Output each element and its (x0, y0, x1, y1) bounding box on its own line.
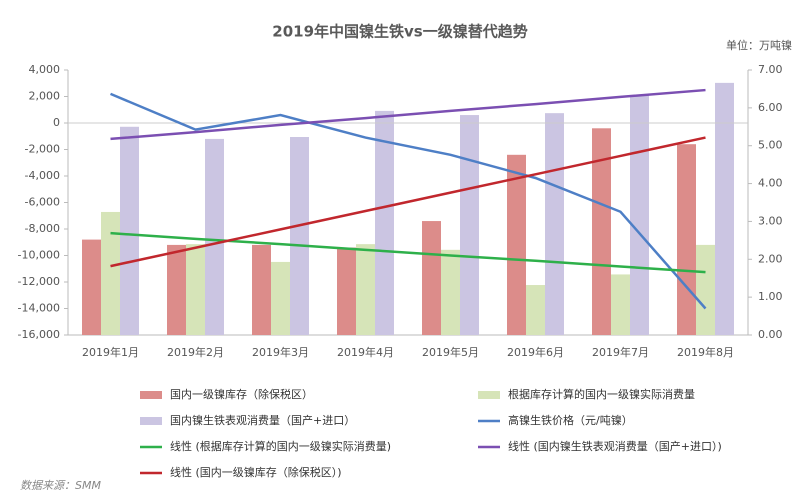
legend: 国内一级镍库存（除保税区） 根据库存计算的国内一级镍实际消费量国内镍生铁表观消费量… (140, 387, 722, 479)
line (110, 92, 707, 310)
x-tick-label: 2019年6月 (507, 345, 564, 359)
bar (545, 113, 564, 336)
y2-tick-label: 3.00 (758, 214, 783, 227)
bar (186, 244, 205, 335)
bar (526, 285, 545, 335)
y-tick-label: 2,000 (29, 90, 61, 103)
bar (101, 211, 120, 335)
x-tick-label: 2019年5月 (422, 345, 479, 359)
y-tick-label: -10,000 (18, 249, 60, 262)
y2-tick-label: 5.00 (758, 139, 783, 152)
y-tick-label: 4,000 (29, 63, 61, 76)
bar (611, 274, 630, 335)
y-tick-label: -4,000 (25, 169, 60, 182)
legend-swatch (140, 391, 162, 399)
bar (252, 244, 271, 335)
legend-label: 线性 (国内一级镍库存（除保税区）) (170, 465, 342, 479)
bar (82, 239, 101, 335)
legend-swatch (140, 417, 162, 425)
y2-tick-label: 6.00 (758, 101, 783, 114)
legend-swatch (478, 391, 500, 399)
bar (375, 110, 394, 335)
y-tick-label: 0 (53, 116, 60, 129)
bar (167, 244, 186, 335)
y-tick-label: -14,000 (18, 302, 60, 315)
y2-tick-label: 1.00 (758, 290, 783, 303)
y-tick-label: -2,000 (25, 143, 60, 156)
y2-tick-label: 0.00 (758, 328, 783, 341)
y-tick-label: -16,000 (18, 328, 60, 341)
y2-tick-label: 2.00 (758, 252, 783, 265)
x-tick-label: 2019年7月 (592, 345, 649, 359)
bar (696, 244, 715, 335)
bar (592, 128, 611, 335)
bar (715, 82, 734, 335)
chart-title: 2019年中国镍生铁vs一级镍替代趋势 (272, 23, 527, 41)
y-tick-label: -6,000 (25, 196, 60, 209)
y-tick-label: -12,000 (18, 275, 60, 288)
line (110, 88, 706, 141)
legend-label: 线性 (国内镍生铁表观消费量（国产+进口）) (508, 439, 722, 453)
bar (422, 221, 441, 335)
x-tick-label: 2019年8月 (677, 345, 734, 359)
x-tick-label: 2019年4月 (337, 345, 394, 359)
bar (677, 144, 696, 335)
bar (460, 115, 479, 335)
legend-label: 国内镍生铁表观消费量（国产+进口） (170, 413, 355, 427)
bar (441, 249, 460, 335)
legend-label: 高镍生铁价格（元/吨镍） (508, 413, 633, 427)
bar (120, 126, 139, 336)
y2-tick-label: 4.00 (758, 177, 783, 190)
bar (337, 247, 356, 335)
line (110, 231, 706, 274)
bar (290, 137, 309, 335)
bar (356, 244, 375, 335)
x-tick-label: 2019年3月 (252, 345, 309, 359)
bar (205, 138, 224, 335)
bar (271, 261, 290, 335)
unit-label: 单位：万吨镍 (726, 38, 792, 52)
y-tick-label: -8,000 (25, 222, 60, 235)
bar (630, 94, 649, 335)
legend-label: 根据库存计算的国内一级镍实际消费量 (508, 387, 695, 401)
source: 数据来源：SMM (20, 479, 101, 492)
x-tick-label: 2019年2月 (167, 345, 224, 359)
bar (507, 154, 526, 335)
x-tick-label: 2019年1月 (82, 345, 139, 359)
y2-tick-label: 7.00 (758, 63, 783, 76)
legend-label: 线性 (根据库存计算的国内一级镍实际消费量) (170, 439, 391, 453)
legend-label: 国内一级镍库存（除保税区） (170, 387, 313, 401)
line (110, 136, 706, 268)
